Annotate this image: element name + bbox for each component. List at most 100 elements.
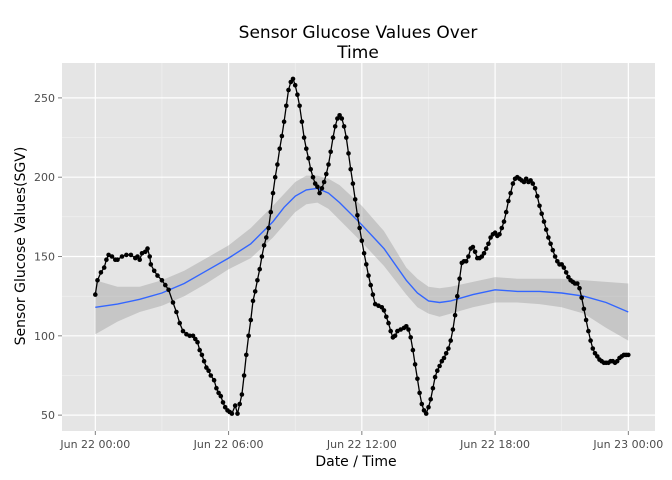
data-point — [275, 162, 280, 167]
chart-title-line-2: Time — [336, 43, 379, 63]
data-point — [250, 298, 256, 304]
smooth-trend-line — [95, 187, 629, 313]
data-point — [180, 328, 186, 334]
data-point — [279, 133, 285, 139]
data-point — [115, 257, 120, 263]
data-point — [109, 254, 115, 259]
data-point — [306, 155, 311, 161]
data-point — [417, 390, 422, 396]
data-point — [166, 287, 171, 293]
data-point — [577, 285, 582, 291]
data-point — [128, 252, 134, 258]
data-point — [581, 306, 587, 312]
data-point — [95, 278, 100, 283]
data-point — [208, 373, 214, 378]
data-point — [535, 193, 540, 199]
y-tick-label: 150 — [34, 251, 55, 264]
plot-panel — [62, 63, 655, 431]
data-point — [104, 257, 109, 263]
data-point — [421, 408, 427, 413]
data-point — [177, 320, 182, 326]
data-point — [237, 401, 242, 407]
data-point — [626, 352, 631, 358]
data-point — [435, 368, 440, 374]
data-point — [292, 82, 298, 88]
x-axis: Jun 22 00:00 Jun 22 06:00 Jun 22 12:00 Jun … — [59, 431, 663, 451]
data-point — [319, 186, 325, 191]
data-point — [388, 328, 394, 334]
data-point — [324, 171, 329, 177]
data-point — [201, 358, 207, 364]
data-point — [559, 262, 564, 267]
data-point — [419, 401, 425, 407]
data-point — [190, 333, 196, 339]
data-point — [521, 179, 527, 185]
data-point — [214, 385, 219, 391]
data-point — [187, 333, 192, 339]
data-point — [412, 362, 418, 367]
data-point — [218, 393, 224, 399]
data-point — [448, 338, 454, 343]
data-point — [330, 135, 336, 140]
data-point — [346, 151, 351, 156]
data-point — [426, 404, 431, 410]
data-point — [220, 400, 226, 405]
data-point — [552, 254, 558, 259]
data-point — [195, 339, 200, 345]
confidence-band — [95, 175, 629, 341]
data-point — [432, 374, 438, 380]
data-point — [332, 124, 338, 129]
major-grid — [62, 63, 655, 431]
x-tick-label: Jun 22 12:00 — [326, 438, 397, 451]
data-point — [446, 346, 451, 351]
data-point — [197, 347, 202, 353]
data-point — [588, 338, 593, 343]
data-point — [450, 327, 456, 332]
data-point — [492, 230, 498, 235]
data-point — [170, 300, 176, 305]
data-point — [532, 186, 538, 191]
data-point — [543, 227, 549, 232]
data-point — [457, 276, 462, 282]
data-point — [193, 336, 198, 342]
data-point — [357, 225, 362, 231]
data-point — [366, 273, 371, 278]
data-point — [503, 209, 509, 215]
data-point — [272, 174, 278, 180]
data-point — [539, 211, 544, 216]
data-point — [261, 243, 267, 248]
data-point — [135, 254, 140, 259]
data-point — [361, 251, 367, 256]
data-point — [479, 254, 485, 259]
data-point — [501, 219, 507, 224]
data-point — [428, 397, 434, 402]
data-point — [284, 103, 289, 109]
data-point — [299, 119, 305, 124]
data-point — [537, 203, 542, 209]
data-point — [281, 119, 287, 124]
data-point — [163, 282, 168, 288]
y-axis-title: Sensor Glucose Values(SGV) — [13, 147, 29, 346]
data-point — [98, 270, 104, 275]
data-point — [488, 235, 493, 240]
data-point — [252, 289, 258, 294]
data-point — [295, 92, 300, 97]
data-point — [590, 346, 596, 351]
data-point — [159, 278, 165, 283]
data-point — [437, 363, 442, 369]
data-point — [352, 197, 358, 202]
data-point — [483, 246, 489, 251]
data-point — [286, 87, 291, 93]
data-point — [145, 246, 150, 251]
x-axis-title: Date / Time — [315, 454, 396, 470]
data-point — [404, 324, 409, 329]
data-point — [506, 198, 511, 204]
x-tick-label: Jun 23 00:00 — [592, 438, 663, 451]
data-point — [244, 352, 249, 358]
data-point — [337, 113, 342, 118]
data-point — [510, 181, 516, 186]
data-point — [317, 190, 322, 196]
data-point — [216, 390, 221, 396]
data-point — [541, 219, 547, 224]
